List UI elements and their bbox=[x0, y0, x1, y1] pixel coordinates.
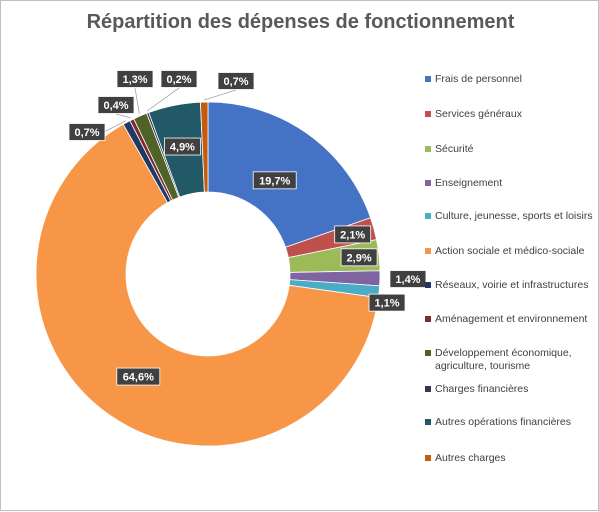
data-label-text: 64,6% bbox=[123, 372, 154, 384]
data-label-text: 2,1% bbox=[340, 229, 365, 241]
data-label-reseaux-voirie-et-infrastructures: 0,7% bbox=[68, 123, 106, 141]
data-label-box bbox=[68, 123, 106, 141]
data-label-box bbox=[389, 270, 427, 288]
data-label-box bbox=[164, 137, 201, 156]
legend-swatch bbox=[425, 213, 431, 219]
legend-label: Aménagement et environnement bbox=[435, 313, 588, 325]
data-label-text: 1,3% bbox=[122, 74, 147, 86]
legend-swatch bbox=[425, 111, 431, 117]
data-label-services-generaux: 2,1% bbox=[334, 225, 372, 244]
data-label-box bbox=[116, 367, 161, 386]
data-label-frais-de-personnel: 19,7% bbox=[252, 171, 297, 190]
data-label-autres-operations-financieres: 4,9% bbox=[164, 137, 201, 156]
data-label-box bbox=[368, 293, 406, 312]
legend-swatch bbox=[425, 282, 431, 288]
leader-line bbox=[134, 87, 140, 115]
legend-swatch bbox=[425, 386, 431, 392]
data-label-developpement-economique-agriculture-tourisme: 1,3% bbox=[116, 70, 154, 88]
data-label-action-sociale-et-medico-sociale: 64,6% bbox=[116, 367, 161, 386]
legend-swatch bbox=[425, 76, 431, 82]
data-label-box bbox=[116, 70, 154, 88]
legend-swatch bbox=[425, 350, 431, 356]
data-label-text: 2,9% bbox=[347, 252, 372, 264]
data-label-securite: 2,9% bbox=[340, 248, 378, 267]
data-label-text: 0,4% bbox=[103, 100, 128, 112]
data-label-box bbox=[217, 72, 255, 90]
data-label-text: 0,2% bbox=[166, 74, 191, 86]
legend-label: Sécurité bbox=[435, 143, 474, 155]
legend-swatch bbox=[425, 146, 431, 152]
leader-line bbox=[146, 87, 180, 112]
data-label-autres-charges: 0,7% bbox=[217, 72, 255, 90]
legend-swatch bbox=[425, 316, 431, 322]
legend-swatch bbox=[425, 455, 431, 461]
data-label-text: 0,7% bbox=[74, 127, 99, 139]
legend-label: Autres opérations financières bbox=[435, 416, 571, 428]
data-label-enseignement: 1,4% bbox=[389, 270, 427, 288]
data-label-amenagement-et-environnement: 0,4% bbox=[97, 96, 135, 114]
legend-label: Charges financières bbox=[435, 383, 529, 395]
data-label-box bbox=[252, 171, 297, 190]
leader-line bbox=[115, 113, 132, 119]
data-label-box bbox=[334, 225, 372, 244]
data-label-text: 1,4% bbox=[395, 274, 420, 286]
legend-label: Enseignement bbox=[435, 177, 503, 189]
data-label-box bbox=[97, 96, 135, 114]
leader-line bbox=[204, 89, 237, 101]
chart-title: Répartition des dépenses de fonctionneme… bbox=[86, 11, 515, 33]
slice-action-sociale-et-medico-sociale bbox=[35, 123, 379, 447]
legend-swatch bbox=[425, 180, 431, 186]
data-label-text: 4,9% bbox=[170, 142, 195, 154]
legend-label: Réseaux, voirie et infrastructures bbox=[435, 279, 589, 291]
data-label-culture-jeunesse-sports-et-loisirs: 1,1% bbox=[368, 293, 406, 312]
data-label-text: 0,7% bbox=[223, 76, 248, 88]
legend-label: Culture, jeunesse, sports et loisirs bbox=[435, 210, 593, 222]
legend-swatch bbox=[425, 419, 431, 425]
legend-label: Développement économique, agriculture, t… bbox=[435, 347, 572, 372]
legend-label: Services généraux bbox=[435, 108, 522, 120]
data-label-text: 1,1% bbox=[374, 298, 399, 310]
legend-label: Frais de personnel bbox=[435, 73, 522, 85]
data-label-box bbox=[340, 248, 378, 267]
legend-label: Autres charges bbox=[435, 452, 506, 464]
data-label-text: 19,7% bbox=[259, 175, 290, 187]
legend-label: Action sociale et médico-sociale bbox=[435, 245, 585, 257]
slice-autres-charges bbox=[200, 101, 209, 193]
legend-swatch bbox=[425, 248, 431, 254]
data-label-box bbox=[160, 70, 198, 88]
data-label-charges-financieres: 0,2% bbox=[160, 70, 198, 88]
